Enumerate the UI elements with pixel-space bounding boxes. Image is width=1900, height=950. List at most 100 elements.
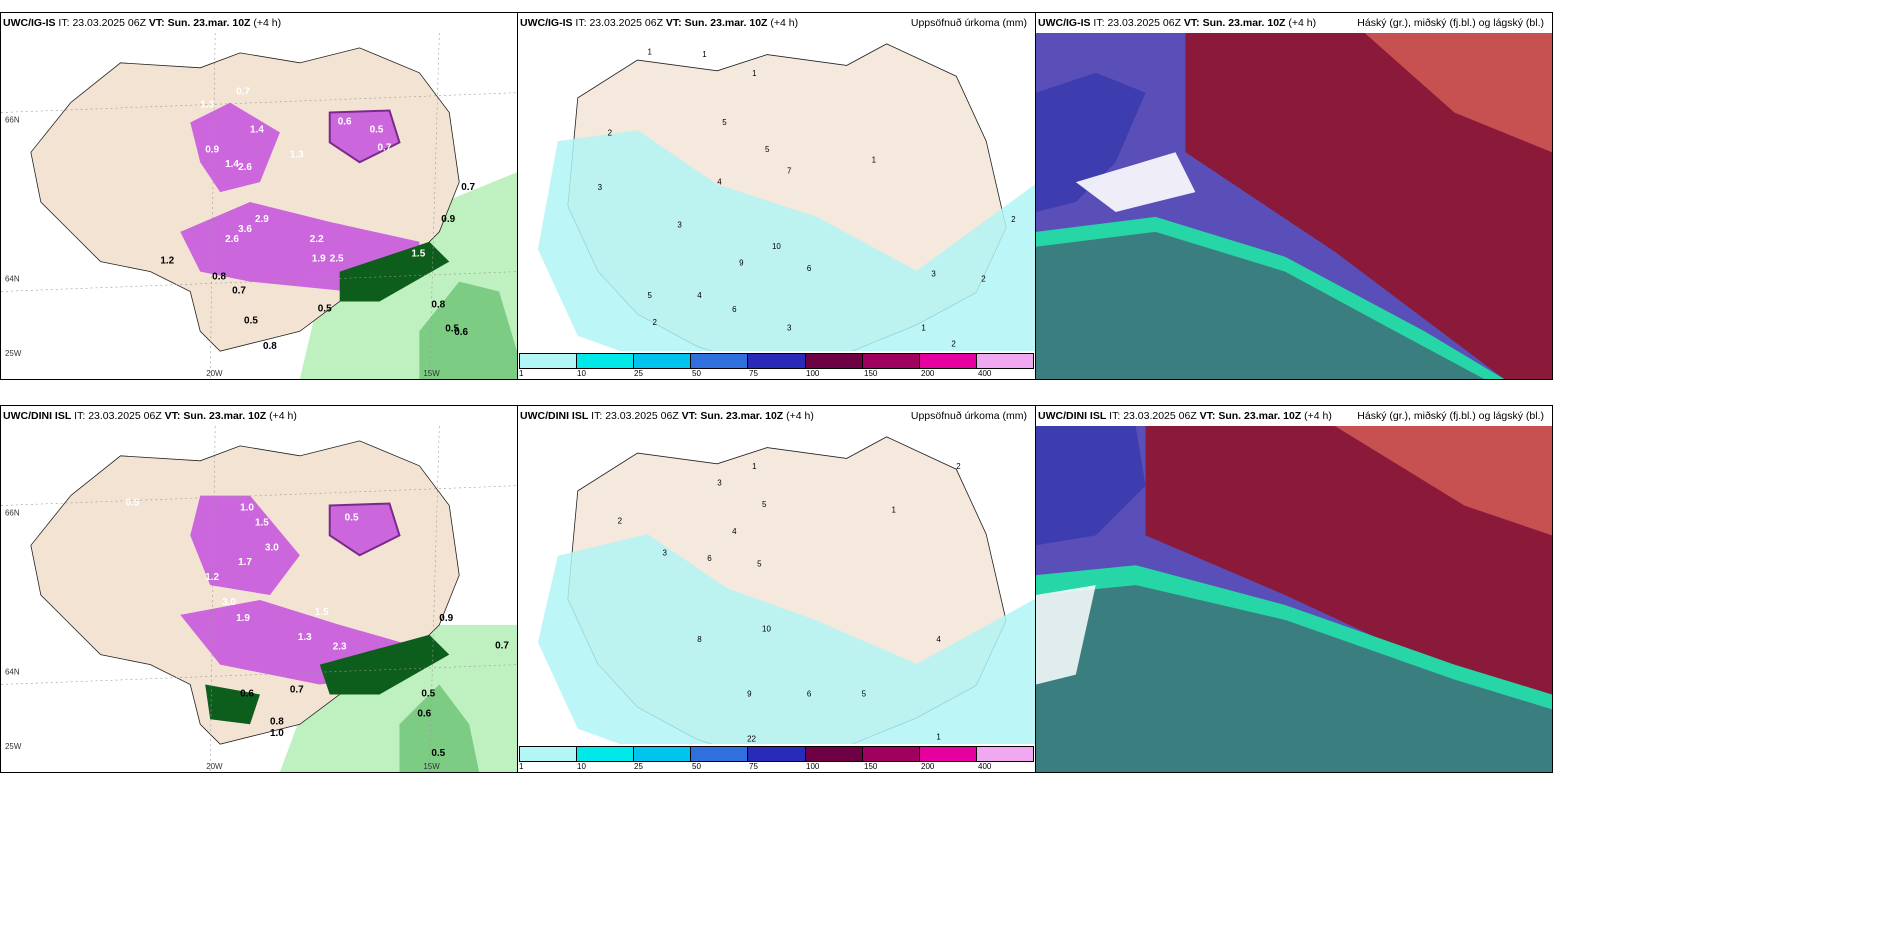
it-label: IT:: [74, 410, 86, 422]
panel-clouds-dini: UWC/DINI ISL IT: 23.03.2025 06Z VT: Sun.…: [1035, 405, 1553, 773]
precip-value: 2.3: [333, 642, 347, 653]
precip-pink-area: [190, 102, 280, 193]
precip-amount: 4: [936, 634, 941, 644]
lon-label: 15W: [423, 762, 440, 771]
precip-pink-area: [328, 502, 401, 557]
colorbar-segment: [748, 354, 806, 368]
precip-value: 0.7: [378, 142, 392, 153]
panel-header: UWC/IG-IS IT: 23.03.2025 06Z VT: Sun. 23…: [1036, 13, 1552, 33]
panel-header: UWC/DINI ISL IT: 23.03.2025 06Z VT: Sun.…: [1, 406, 517, 426]
colorbar-segment: [976, 747, 1033, 761]
lead-time: (+4 h): [269, 410, 297, 422]
precip-amount: 6: [807, 688, 812, 698]
precip-value: 2.6: [225, 234, 239, 245]
lon-label: 20W: [206, 762, 223, 771]
precip-mid-area: [399, 684, 480, 772]
precip-amount: 2: [618, 515, 623, 525]
map-accumulated-precip[interactable]: 1 1 1 5 5 2 3 4 3 7 10 9 6 4 5 6 3 2 10 …: [518, 33, 1035, 379]
precip-amount: 2: [1011, 214, 1016, 224]
precip-mid-area: [419, 281, 517, 379]
vt-label: VT:: [1199, 410, 1216, 422]
model-name: UWC/DINI ISL: [3, 410, 72, 422]
precip-value: 0.6: [417, 708, 431, 719]
it-label: IT:: [1093, 17, 1105, 29]
colorbar-tick: 1: [519, 762, 524, 771]
precip-amount: 3: [677, 219, 682, 229]
lead-time: (+4 h): [786, 410, 814, 422]
precip-amount: 5: [762, 499, 767, 509]
lat-label: 64N: [5, 275, 20, 284]
map-accumulated-precip[interactable]: 1 3 5 4 6 3 2 5 10 9 8 6 22 5 4 2 1 1 2: [518, 426, 1035, 772]
init-time: 23.03.2025 06Z: [1123, 410, 1197, 422]
precip-amount: 2: [981, 273, 986, 283]
vt-label: VT:: [681, 410, 698, 422]
panel-precip-wind-igis: UWC/IG-IS IT: 23.03.2025 06Z VT: Sun. 23…: [0, 12, 518, 380]
precip-value: 0.6: [454, 327, 468, 338]
colorbar-segment: [976, 354, 1033, 368]
model-name: UWC/IG-IS: [520, 17, 573, 29]
precip-amount: 4: [717, 176, 722, 186]
precip-amount: 1: [752, 461, 757, 471]
init-time: 23.03.2025 06Z: [589, 17, 663, 29]
valid-time: Sun. 23.mar. 10Z: [1202, 17, 1286, 29]
map-cloud-cover[interactable]: [1036, 426, 1552, 772]
precip-value: 0.8: [270, 716, 284, 727]
precip-value: 1.9: [236, 613, 250, 624]
precip-value: 0.5: [421, 688, 435, 699]
precip-dark-area: [319, 634, 450, 695]
colorbar-tick: 200: [921, 369, 935, 378]
cloud-high-area: [1364, 33, 1552, 153]
lat-label: 66N: [5, 508, 20, 517]
precip-amount: 5: [722, 117, 727, 127]
precip-amount: 22: [747, 733, 756, 743]
precip-amount: 1: [892, 504, 897, 514]
colorbar-tick: 100: [806, 762, 820, 771]
precip-amount-labels: 1 3 5 4 6 3 2 5 10 9 8 6 22 5 4 2 1 1 2: [618, 461, 961, 761]
precip-value: 0.5: [370, 124, 384, 135]
precip-amount: 4: [732, 526, 737, 536]
colorbar-segment: [691, 354, 749, 368]
colorbar-segment: [691, 747, 749, 761]
precip-cyan-area: [537, 130, 1035, 379]
cloud-low-area: [1036, 72, 1146, 212]
panel-header: UWC/IG-IS IT: 23.03.2025 06Z VT: Sun. 23…: [1, 13, 517, 33]
precip-value: 2.5: [330, 254, 344, 265]
map-svg: [1036, 426, 1552, 772]
colorbar-bar: [519, 746, 1034, 762]
model-name: UWC/IG-IS: [3, 17, 56, 29]
lon-label: 25W: [5, 742, 22, 751]
vt-label: VT:: [665, 17, 682, 29]
model-name: UWC/DINI ISL: [1038, 410, 1107, 422]
precip-dark-area: [339, 241, 450, 302]
lat-label: 66N: [5, 115, 20, 124]
colorbar-segment: [520, 747, 578, 761]
map-cloud-cover[interactable]: [1036, 33, 1552, 379]
panel-header: UWC/DINI ISL IT: 23.03.2025 06Z VT: Sun.…: [1036, 406, 1552, 426]
precip-amount: 3: [931, 268, 936, 278]
precip-value: 3.6: [238, 224, 252, 235]
precip-value: 0.8: [431, 299, 445, 310]
precip-amount: 1: [647, 46, 652, 56]
colorbar-bar: [519, 353, 1034, 369]
lon-label: 25W: [5, 349, 22, 358]
panel-header: UWC/IG-IS IT: 23.03.2025 06Z VT: Sun. 23…: [518, 13, 1035, 33]
precip-amount: 9: [739, 257, 744, 267]
panel-title: Háský (gr.), miðský (fj.bl.) og lágský (…: [1357, 17, 1544, 29]
precip-amount: 1: [702, 48, 707, 58]
it-label: IT:: [575, 17, 587, 29]
map-precip-wind[interactable]: 66N 64N 25W 20W 15W 1.3 0.7 1.4 0.9 1.4 …: [1, 33, 517, 379]
lead-time: (+4 h): [1304, 410, 1332, 422]
cloud-edge: [1036, 565, 1552, 710]
lon-label: 15W: [423, 369, 440, 378]
precip-value: 0.5: [431, 748, 445, 759]
precip-value-labels: 0.5 1.0 1.5 0.5 3.0 1.7 1.2 3.0 1.9 1.3 …: [126, 498, 510, 760]
map-svg: 1 1 1 5 5 2 3 4 3 7 10 9 6 4 5 6 3 2 10 …: [518, 33, 1035, 379]
map-precip-wind[interactable]: 66N 64N 25W 20W 15W 0.5 1.0 1.5 0.5 3.0 …: [1, 426, 517, 772]
precip-amount: 5: [862, 688, 867, 698]
precip-amount: 9: [747, 688, 752, 698]
precip-amount: 2: [951, 338, 956, 348]
precip-amount: 3: [717, 477, 722, 487]
panel-precip-wind-dini: UWC/DINI ISL IT: 23.03.2025 06Z VT: Sun.…: [0, 405, 518, 773]
precip-value: 2.9: [255, 214, 269, 225]
colorbar-tick: 75: [749, 762, 758, 771]
